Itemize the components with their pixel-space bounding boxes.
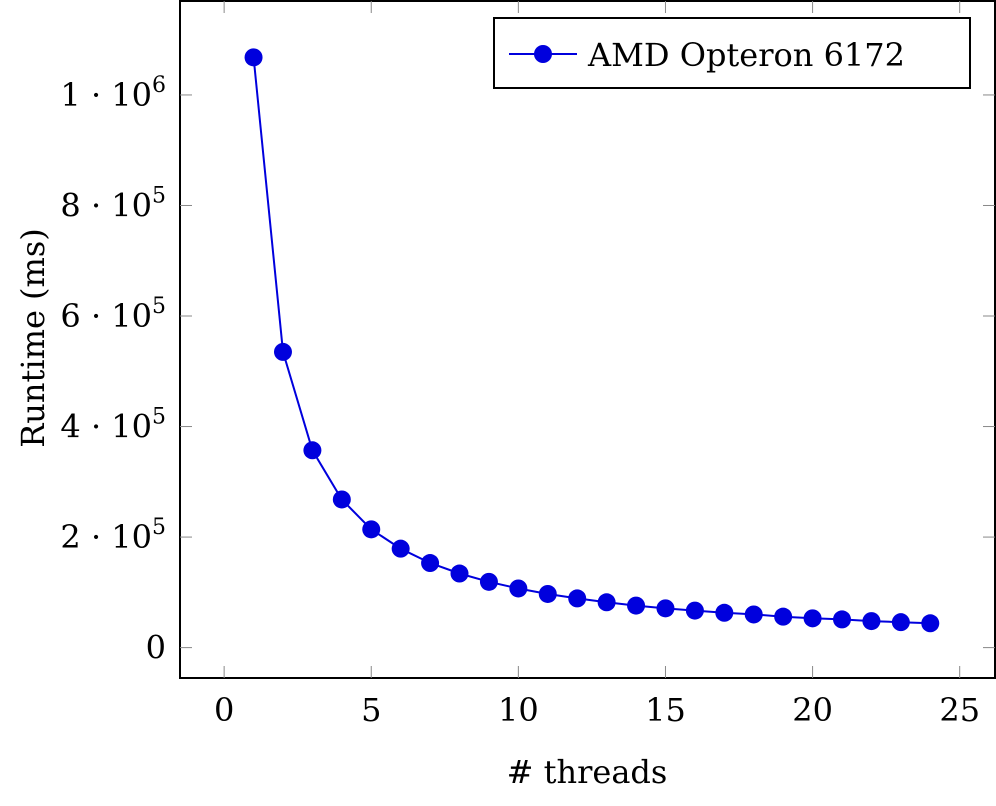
- data-point: [627, 596, 646, 615]
- y-tick-label: 2 · 105: [60, 515, 166, 556]
- legend-series-marker: [534, 45, 552, 63]
- data-point: [391, 539, 410, 558]
- y-axis-label: Runtime (ms): [14, 228, 52, 448]
- x-axis-label: # threads: [507, 753, 668, 791]
- data-point: [891, 613, 910, 632]
- legend-series-label: AMD Opteron 6172: [587, 36, 905, 74]
- y-tick-label: 0: [146, 629, 166, 667]
- x-tick-label: 10: [498, 691, 539, 729]
- x-tick-label: 5: [361, 691, 381, 729]
- data-point: [538, 584, 557, 603]
- data-point: [774, 607, 793, 626]
- data-point: [685, 601, 704, 620]
- x-tick-label: 20: [792, 691, 833, 729]
- data-point: [656, 599, 675, 618]
- data-point: [479, 572, 498, 591]
- x-tick-label: 15: [645, 691, 686, 729]
- data-point: [803, 609, 822, 628]
- data-point: [597, 593, 616, 612]
- data-point: [833, 610, 852, 629]
- data-point: [862, 612, 881, 631]
- data-point: [568, 589, 587, 608]
- data-point: [744, 605, 763, 624]
- x-tick-label: 25: [939, 691, 980, 729]
- data-point: [450, 564, 469, 583]
- data-point: [715, 603, 734, 622]
- data-point: [509, 579, 528, 598]
- legend: AMD Opteron 6172: [493, 17, 971, 89]
- data-point: [921, 614, 940, 633]
- series-line: [252, 57, 931, 625]
- y-tick-label: 4 · 105: [60, 405, 166, 446]
- data-point: [362, 520, 381, 539]
- data-point: [273, 342, 292, 361]
- x-tick-label: 0: [214, 691, 234, 729]
- data-point: [244, 48, 263, 67]
- y-tick-label: 8 · 105: [60, 183, 166, 224]
- y-tick-label: 6 · 105: [60, 294, 166, 335]
- data-point: [303, 441, 322, 460]
- series-layer: [244, 48, 940, 633]
- data-point: [421, 554, 440, 573]
- data-point: [332, 490, 351, 509]
- axis-ticks: [180, 1, 995, 678]
- plot-frame: [179, 0, 996, 679]
- y-tick-label: 1 · 106: [60, 73, 166, 114]
- axis-tick-labels: 0 5 10 15 20 25 0 2 · 105 4 · 105 6 · 105 8 · 105 1…: [60, 73, 980, 729]
